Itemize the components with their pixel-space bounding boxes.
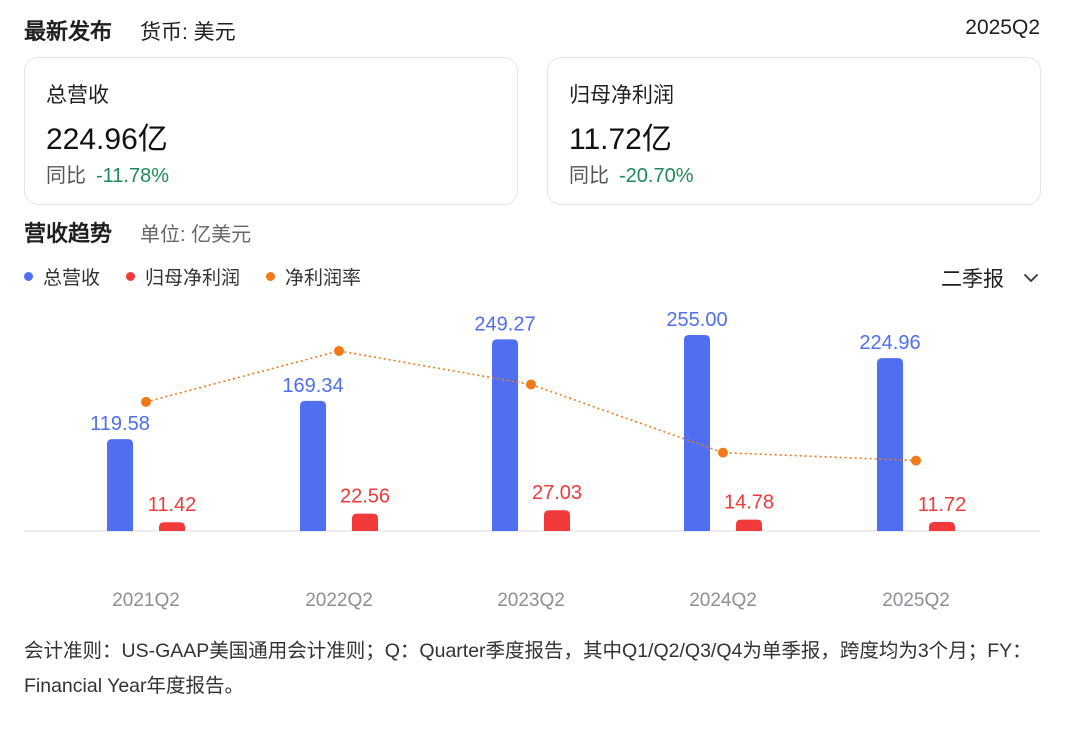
- revenue-card-yoy: 同比 -11.78%: [46, 159, 169, 188]
- revenue-yoy-value: -11.78%: [96, 165, 170, 187]
- legend-item-margin[interactable]: 净利润率: [266, 263, 361, 290]
- footnote: 会计准则：US-GAAP美国通用会计准则；Q：Quarter季度报告，其中Q1/…: [24, 640, 1032, 697]
- margin-line: [145, 350, 917, 462]
- revenue-bar: [300, 400, 326, 531]
- x-tick-label: 2024Q2: [689, 590, 757, 611]
- page-title: 最新发布: [24, 19, 113, 44]
- chevron-down-icon: [1024, 274, 1038, 282]
- trend-title: 营收趋势: [24, 221, 113, 246]
- currency-label: 货币: 美元: [140, 21, 236, 44]
- legend-label-margin: 净利润率: [285, 268, 362, 289]
- profit-bar: [736, 519, 762, 531]
- period-dropdown-label: 二季报: [941, 268, 1004, 291]
- revenue-bar-label: 255.00: [666, 309, 727, 331]
- margin-point: [141, 396, 151, 407]
- revenue-bar: [877, 358, 903, 531]
- revenue-bar-label: 249.27: [474, 313, 535, 335]
- legend-item-profit[interactable]: 归母净利润: [126, 263, 240, 290]
- report-period: 2025Q2: [965, 16, 1040, 39]
- profit-bar-label: 14.78: [724, 492, 774, 514]
- revenue-bar: [492, 339, 518, 531]
- trend-unit: 单位: 亿美元: [140, 224, 252, 246]
- margin-point: [334, 345, 344, 356]
- profit-yoy-label: 同比: [569, 165, 609, 187]
- revenue-card-label: 总营收: [46, 84, 109, 107]
- profit-card-yoy: 同比 -20.70%: [569, 159, 694, 188]
- legend-dot-profit: [126, 272, 136, 281]
- profit-bar-label: 27.03: [532, 482, 582, 504]
- profit-bar: [159, 522, 185, 531]
- profit-yoy-value: -20.70%: [619, 165, 694, 187]
- revenue-bar-label: 119.58: [90, 413, 150, 435]
- legend-label-profit: 归母净利润: [145, 268, 241, 289]
- period-dropdown[interactable]: 二季报: [941, 263, 1040, 293]
- margin-point: [526, 379, 536, 390]
- revenue-yoy-label: 同比: [46, 165, 86, 187]
- revenue-bar: [684, 335, 710, 531]
- profit-bar-label: 11.72: [918, 494, 967, 516]
- profit-bar: [929, 521, 955, 531]
- revenue-bar: [107, 439, 133, 531]
- x-tick-label: 2025Q2: [882, 590, 950, 611]
- x-tick-label: 2021Q2: [112, 590, 180, 611]
- profit-bar: [544, 510, 570, 531]
- revenue-bar-label: 169.34: [282, 375, 343, 397]
- revenue-chart: 119.58 11.42 2021Q2 169.34 22.56 2022Q2 249.27…: [24, 309, 1040, 611]
- profit-bar-label: 11.42: [148, 494, 197, 516]
- chart-legend: 总营收 归母净利润 净利润率: [24, 263, 387, 290]
- legend-dot-revenue: [24, 272, 33, 281]
- profit-card-value: 11.72亿: [569, 123, 672, 156]
- x-tick-label: 2023Q2: [497, 590, 565, 611]
- margin-point: [911, 455, 921, 466]
- profit-bar-label: 22.56: [340, 486, 390, 508]
- revenue-card[interactable]: 总营收 224.96亿 同比 -11.78%: [24, 57, 518, 205]
- legend-dot-margin: [266, 272, 276, 281]
- x-tick-label: 2022Q2: [305, 590, 373, 611]
- profit-card[interactable]: 归母净利润 11.72亿 同比 -20.70%: [547, 57, 1041, 205]
- profit-card-label: 归母净利润: [569, 84, 674, 107]
- profit-bar: [352, 513, 378, 531]
- revenue-card-value: 224.96亿: [46, 123, 168, 156]
- margin-point: [718, 447, 728, 458]
- legend-label-revenue: 总营收: [43, 268, 101, 289]
- revenue-bar-label: 224.96: [859, 332, 920, 354]
- legend-item-revenue[interactable]: 总营收: [24, 263, 100, 290]
